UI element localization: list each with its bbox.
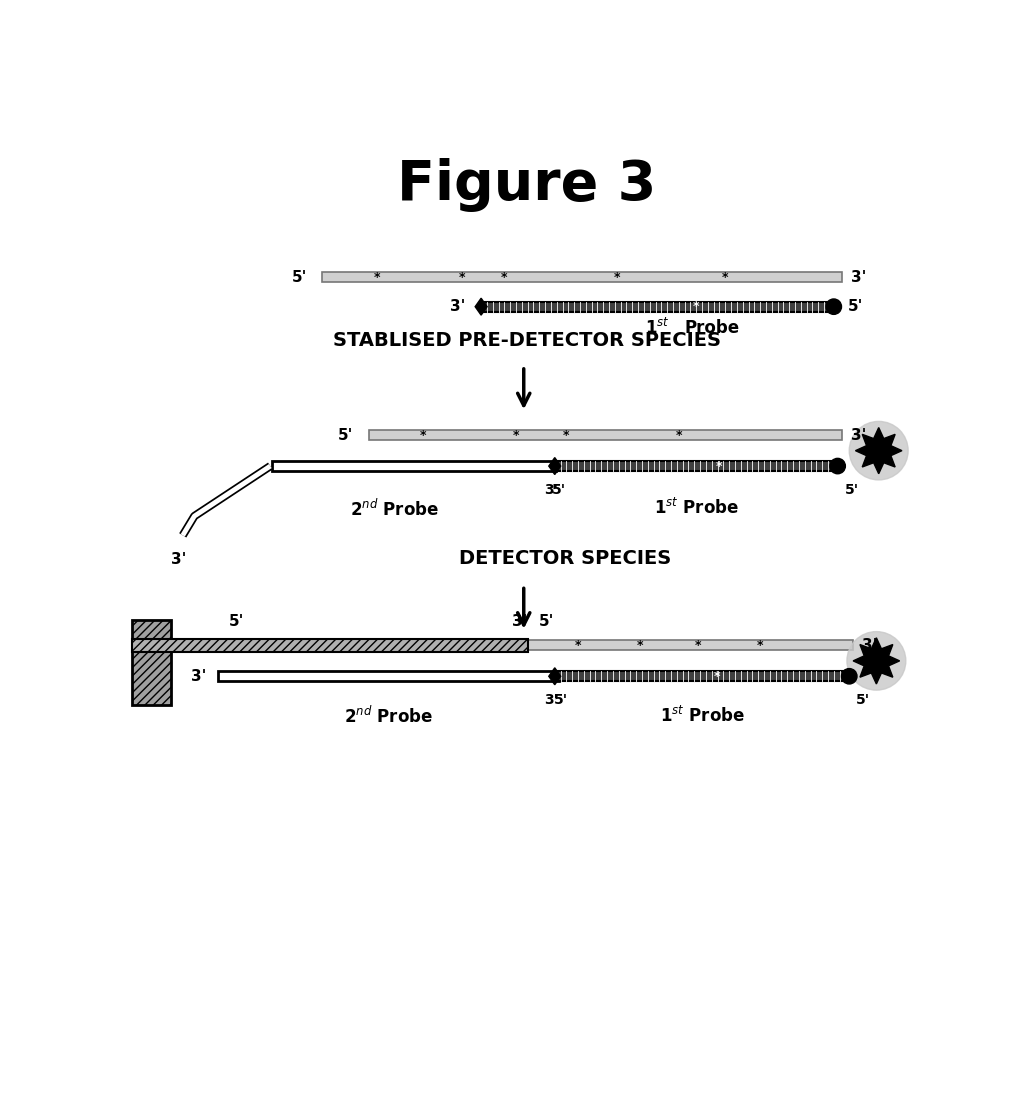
Text: *: *: [757, 639, 764, 652]
Bar: [218, 671, 558, 681]
Text: *: *: [636, 639, 644, 652]
Text: 5': 5': [229, 613, 245, 629]
Text: *: *: [501, 271, 508, 284]
Text: Probe: Probe: [685, 319, 740, 337]
Bar: [322, 273, 842, 282]
Polygon shape: [549, 668, 560, 685]
Text: 5': 5': [845, 482, 858, 497]
Text: 3': 3': [512, 613, 527, 629]
Text: 3': 3': [544, 693, 558, 708]
Text: *: *: [717, 459, 723, 473]
Text: Figure 3: Figure 3: [397, 158, 657, 212]
Text: 5': 5': [291, 270, 306, 285]
Text: *: *: [693, 300, 699, 313]
Text: 5': 5': [848, 299, 864, 314]
Text: 3': 3': [544, 482, 558, 497]
Bar: [555, 671, 849, 681]
Text: STABLISED PRE-DETECTOR SPECIES: STABLISED PRE-DETECTOR SPECIES: [333, 331, 721, 351]
Text: 5': 5': [552, 482, 565, 497]
Bar: [481, 301, 834, 312]
Text: 5': 5': [856, 693, 871, 708]
Bar: [133, 620, 171, 704]
Bar: [133, 640, 527, 652]
Text: *: *: [675, 429, 682, 442]
Text: 3': 3': [172, 553, 186, 567]
Polygon shape: [475, 298, 487, 315]
Text: 5': 5': [338, 428, 354, 443]
Circle shape: [827, 299, 842, 314]
Text: 2$^{nd}$ Probe: 2$^{nd}$ Probe: [351, 499, 439, 520]
Text: 1$^{st}$ Probe: 1$^{st}$ Probe: [654, 499, 739, 519]
Text: *: *: [722, 271, 729, 284]
Bar: [555, 462, 838, 471]
Text: 3': 3': [851, 270, 867, 285]
Text: *: *: [614, 271, 620, 284]
Text: *: *: [575, 639, 581, 652]
Text: 3': 3': [190, 669, 206, 684]
Circle shape: [849, 421, 908, 480]
Circle shape: [842, 668, 857, 684]
Polygon shape: [855, 428, 902, 474]
Circle shape: [847, 632, 906, 690]
Text: *: *: [458, 271, 465, 284]
Text: *: *: [714, 669, 721, 682]
Polygon shape: [853, 637, 900, 684]
Text: 2$^{nd}$ Probe: 2$^{nd}$ Probe: [343, 706, 433, 726]
Text: 3': 3': [862, 639, 878, 653]
Text: DETECTOR SPECIES: DETECTOR SPECIES: [460, 550, 671, 568]
Text: *: *: [373, 271, 379, 284]
Bar: [527, 641, 853, 651]
Circle shape: [830, 458, 845, 474]
Text: 3': 3': [851, 428, 867, 443]
Text: 3': 3': [450, 299, 466, 314]
Text: *: *: [513, 429, 519, 442]
Text: *: *: [563, 429, 570, 442]
Text: 5': 5': [540, 613, 555, 629]
Text: 5': 5': [554, 693, 568, 708]
Text: 1$^{st}$ Probe: 1$^{st}$ Probe: [660, 706, 744, 725]
Text: *: *: [695, 639, 701, 652]
Text: 1$^{st}$: 1$^{st}$: [646, 319, 670, 338]
Polygon shape: [549, 457, 560, 475]
Bar: [369, 430, 842, 441]
Text: *: *: [419, 429, 427, 442]
Bar: [271, 462, 556, 471]
